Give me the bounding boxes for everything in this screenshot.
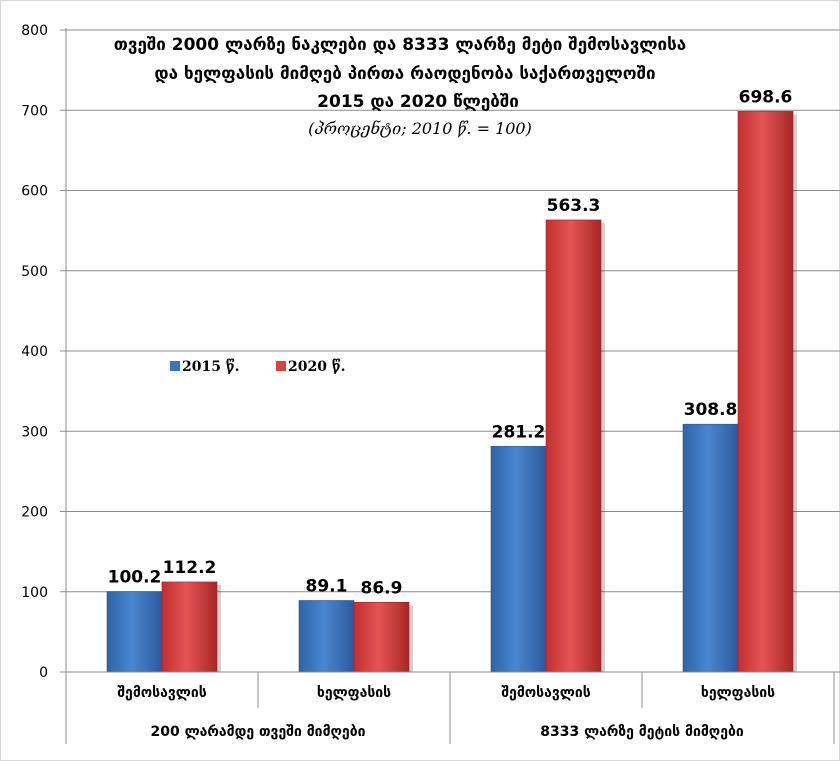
y-tick-label: 300 [21, 424, 48, 440]
legend-swatch-2015 [170, 361, 180, 371]
category-label: ხელფასის [317, 685, 391, 701]
y-tick-label: 800 [21, 23, 48, 39]
bar-2020-3 [737, 111, 794, 673]
y-tick-label: 100 [21, 585, 48, 601]
y-tick-label: 600 [21, 184, 48, 200]
data-label-2020-2: 563.3 [547, 196, 601, 216]
data-label-2020-1: 86.9 [361, 578, 403, 598]
legend-label-2020: 2020 წ. [288, 359, 346, 375]
bar-2015-1 [298, 600, 355, 673]
chart-subtitle: (პროცენტი; 2010 წ. = 100) [308, 119, 532, 138]
y-tick-labels: 0 100 200 300 400 500 600 700 800 [21, 23, 48, 681]
data-label-2015-2: 281.2 [492, 422, 546, 442]
category-label: ხელფასის [701, 685, 775, 701]
bar-2020-1 [353, 601, 410, 673]
data-label-2015-3: 308.8 [684, 400, 738, 420]
y-tick-label: 700 [21, 103, 48, 119]
axis-lines [60, 28, 840, 744]
bars [106, 111, 797, 673]
bar-2015-0 [106, 591, 163, 673]
legend: 2015 წ. 2020 წ. [170, 359, 346, 375]
y-tick-label: 0 [39, 665, 48, 681]
chart-title: თვეში 2000 ლარზე ნაკლები და 8333 ლარზე მ… [114, 35, 686, 138]
bar-2020-0 [161, 581, 218, 673]
bar-2020-2 [545, 219, 602, 673]
title-line-1: თვეში 2000 ლარზე ნაკლები და 8333 ლარზე მ… [114, 35, 686, 55]
group-label-1: 8333 ლარზე მეტის მიმღები [540, 724, 744, 740]
category-label: შემოსავლის [501, 685, 590, 701]
data-label-2020-3: 698.6 [739, 87, 793, 107]
legend-swatch-2020 [276, 361, 286, 371]
data-label-2015-1: 89.1 [306, 576, 348, 596]
title-line-3: 2015 და 2020 წლებში [317, 92, 519, 112]
bar-2015-3 [682, 423, 739, 673]
group-labels: 200 ლარამდე თვეში მიმღები 8333 ლარზე მეტი… [151, 724, 744, 740]
category-labels: შემოსავლის ხელფასის შემოსავლის ხელფასის [117, 685, 775, 701]
data-labels: 100.2 112.2 89.1 86.9 281.2 563.3 308.8 698.6 [108, 87, 793, 598]
y-tick-label: 500 [21, 264, 48, 280]
title-line-2: და ხელფასის მიმღებ პირთა რაოდენობა საქარ… [154, 64, 655, 84]
group-label-0: 200 ლარამდე თვეში მიმღები [151, 724, 366, 740]
data-label-2015-0: 100.2 [108, 568, 162, 588]
legend-label-2015: 2015 წ. [182, 359, 240, 375]
data-label-2020-0: 112.2 [163, 558, 217, 578]
category-label: შემოსავლის [117, 685, 206, 701]
bar-2015-2 [490, 446, 547, 673]
y-tick-label: 200 [21, 505, 48, 521]
y-tick-label: 400 [21, 344, 48, 360]
